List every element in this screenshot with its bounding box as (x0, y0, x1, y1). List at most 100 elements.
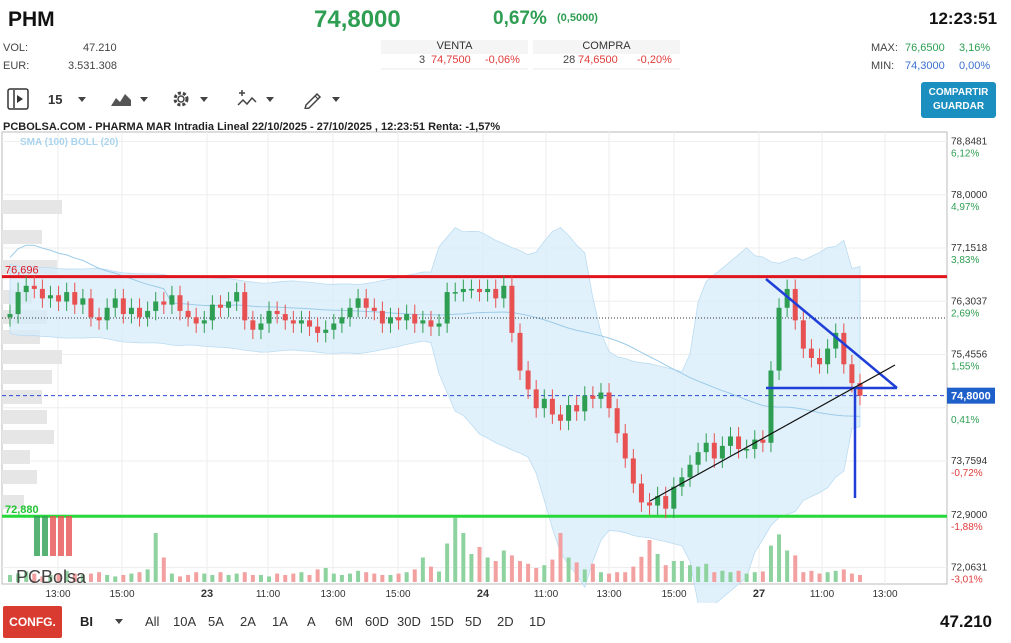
gear-icon (173, 91, 189, 107)
volume-bar (720, 570, 725, 582)
interval-select[interactable]: 15 (48, 88, 87, 110)
volume-bar (477, 547, 482, 582)
volume-bar (323, 568, 328, 582)
settings-menu[interactable] (170, 88, 208, 110)
candle-body (120, 298, 126, 315)
range-a[interactable]: A (307, 614, 316, 629)
candle-body (307, 320, 313, 327)
chevron-down-icon (332, 96, 340, 102)
volume-bar (461, 533, 466, 582)
candle-body (638, 483, 644, 503)
candle-body (825, 348, 831, 365)
config-button[interactable]: CONFG. (3, 606, 62, 638)
x-tick-label: 15:00 (109, 589, 134, 600)
price-chart[interactable]: 78,8481 6,12% 78,0000 4,97% 77,1518 3,83% 76,3… (0, 118, 1011, 612)
min-value: 74,3000 (905, 60, 945, 72)
volume-label: VOL: (3, 42, 29, 54)
volume-bar (226, 575, 231, 582)
candle-body (323, 329, 329, 333)
chart-style-menu[interactable] (110, 88, 148, 110)
candle-body (250, 320, 256, 330)
candle-body (477, 288, 483, 293)
candle-body (428, 320, 434, 327)
range-60d[interactable]: 60D (365, 614, 389, 629)
volume-bar (817, 573, 822, 582)
volume-bar (186, 575, 191, 582)
range-2d[interactable]: 2D (497, 614, 514, 629)
candle-body (355, 298, 361, 308)
candle-body (808, 348, 814, 358)
candle-body (630, 458, 636, 484)
volume-bar (639, 556, 644, 582)
candle-body (193, 317, 199, 324)
range-all[interactable]: All (145, 614, 160, 629)
volume-bar (258, 575, 263, 582)
volume-bar (121, 575, 126, 582)
min-pct: 0,00% (959, 60, 991, 72)
volume-bar (752, 572, 757, 582)
range-6m[interactable]: 6M (335, 614, 354, 629)
candle-body (347, 307, 353, 318)
volume-profile-bar (2, 350, 62, 364)
candle-body (266, 310, 272, 324)
volume-bar (307, 575, 312, 582)
volume-bar (712, 572, 717, 582)
candle-body (128, 307, 134, 315)
candle-body (647, 502, 653, 506)
footer-volume: 47.210 (940, 612, 992, 631)
candle-body (80, 298, 86, 305)
candle-body (590, 395, 596, 399)
volume-bar (48, 575, 53, 582)
range-10a[interactable]: 10A (173, 614, 197, 629)
max-value: 76,6500 (905, 42, 945, 54)
candle-body (145, 310, 151, 318)
y-tick-price: 72,9000 (951, 510, 988, 521)
candle-body (501, 285, 507, 299)
volume-bar (704, 563, 709, 582)
volume-bar (372, 573, 377, 582)
candle-body (452, 292, 458, 294)
candle-body (234, 292, 240, 302)
range-2a[interactable]: 2A (240, 614, 256, 629)
chart-type-select[interactable]: BI (80, 614, 123, 629)
volume-bar (145, 569, 150, 582)
volume-bar (428, 566, 433, 582)
volume-bar (550, 559, 555, 582)
range-15d[interactable]: 15D (430, 614, 454, 629)
volume-bar (534, 568, 539, 582)
indicators-menu[interactable] (236, 88, 274, 110)
logo-bar (66, 516, 72, 556)
ticker-symbol: PHM (8, 8, 55, 31)
candle-body (574, 405, 580, 412)
candle-body (217, 304, 223, 308)
volume-bar (404, 572, 409, 582)
volume-bar (485, 557, 490, 582)
x-tick-label: 23 (201, 588, 213, 600)
candle-body (290, 320, 296, 324)
max-label: MAX: (871, 42, 898, 54)
range-1a[interactable]: 1A (272, 614, 288, 629)
chevron-down-icon (200, 96, 208, 102)
play-toggle-button[interactable] (6, 88, 30, 110)
candle-body (695, 452, 701, 465)
candle-body (549, 398, 555, 415)
volume-bar (420, 557, 425, 582)
y-tick-price: 78,0000 (951, 190, 988, 201)
y-tick-pct: -1,88% (951, 522, 983, 533)
candle-body (517, 332, 523, 371)
candle-body (282, 314, 288, 321)
buy-title: COMPRA (582, 40, 631, 52)
draw-tools-menu[interactable] (302, 88, 340, 110)
range-1d[interactable]: 1D (529, 614, 546, 629)
logo-bar (58, 516, 64, 556)
range-5a[interactable]: 5A (208, 614, 224, 629)
play-panel-icon (7, 88, 29, 110)
share-save-button[interactable]: COMPARTIR GUARDAR (921, 82, 996, 118)
volume-bar (129, 573, 134, 582)
range-5d[interactable]: 5D (465, 614, 482, 629)
pcbolsa-logo-text: PCBolsa (16, 567, 87, 587)
volume-bar (696, 566, 701, 582)
chevron-down-icon (115, 619, 123, 624)
candle-body (598, 392, 604, 399)
range-30d[interactable]: 30D (397, 614, 421, 629)
